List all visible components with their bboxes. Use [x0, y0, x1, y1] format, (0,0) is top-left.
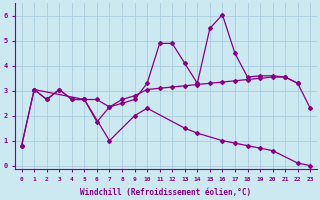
X-axis label: Windchill (Refroidissement éolien,°C): Windchill (Refroidissement éolien,°C): [80, 188, 252, 197]
